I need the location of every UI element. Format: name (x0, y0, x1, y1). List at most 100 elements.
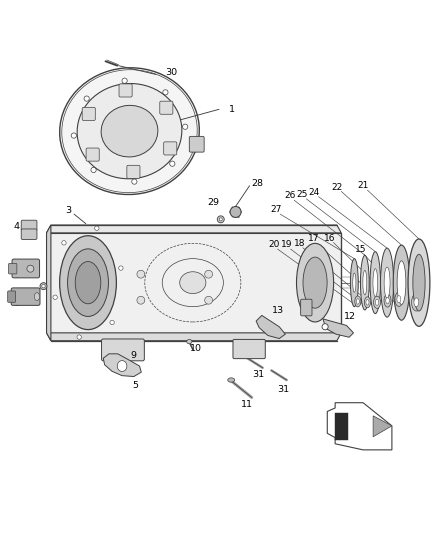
Polygon shape (46, 225, 51, 341)
Text: 28: 28 (251, 179, 263, 188)
Text: 9: 9 (131, 351, 137, 360)
Ellipse shape (42, 285, 45, 288)
FancyBboxPatch shape (8, 291, 15, 302)
Ellipse shape (412, 294, 421, 311)
Ellipse shape (180, 272, 206, 294)
Ellipse shape (117, 361, 127, 372)
Text: 25: 25 (296, 190, 307, 199)
Ellipse shape (40, 282, 47, 289)
FancyBboxPatch shape (11, 288, 40, 305)
Ellipse shape (67, 249, 109, 317)
Text: 17: 17 (307, 235, 319, 244)
Ellipse shape (397, 296, 401, 303)
Ellipse shape (355, 296, 361, 307)
Ellipse shape (386, 297, 389, 304)
FancyBboxPatch shape (21, 220, 37, 231)
Ellipse shape (132, 179, 137, 184)
Text: 20: 20 (268, 240, 280, 249)
Ellipse shape (77, 335, 81, 339)
Ellipse shape (71, 133, 77, 138)
Text: 14: 14 (309, 293, 321, 302)
Text: 31: 31 (278, 385, 290, 394)
FancyBboxPatch shape (160, 101, 173, 114)
Text: 10: 10 (190, 344, 202, 353)
FancyBboxPatch shape (233, 340, 265, 359)
Ellipse shape (297, 244, 334, 322)
Ellipse shape (110, 320, 114, 325)
Ellipse shape (413, 254, 425, 311)
Ellipse shape (366, 300, 369, 305)
Text: 7: 7 (62, 286, 68, 295)
Polygon shape (46, 233, 341, 333)
FancyBboxPatch shape (21, 229, 37, 239)
Ellipse shape (217, 216, 224, 223)
Text: 16: 16 (324, 233, 336, 243)
Ellipse shape (230, 206, 241, 217)
Ellipse shape (357, 298, 359, 304)
FancyBboxPatch shape (82, 107, 95, 120)
Ellipse shape (322, 324, 328, 330)
Text: 19: 19 (281, 240, 293, 249)
Ellipse shape (137, 296, 145, 304)
Ellipse shape (205, 296, 212, 304)
FancyBboxPatch shape (119, 84, 132, 97)
Ellipse shape (384, 267, 390, 298)
Polygon shape (327, 403, 392, 450)
Ellipse shape (95, 226, 99, 230)
Ellipse shape (187, 340, 192, 344)
Text: 27: 27 (270, 205, 282, 214)
Polygon shape (46, 225, 341, 233)
FancyBboxPatch shape (300, 299, 312, 316)
Ellipse shape (360, 255, 369, 310)
Ellipse shape (119, 266, 123, 270)
Ellipse shape (303, 257, 327, 308)
FancyBboxPatch shape (9, 263, 17, 274)
Ellipse shape (84, 96, 89, 101)
Ellipse shape (364, 297, 371, 308)
Ellipse shape (77, 84, 182, 179)
Ellipse shape (408, 239, 430, 326)
FancyBboxPatch shape (86, 148, 99, 161)
Polygon shape (256, 316, 286, 338)
FancyBboxPatch shape (335, 413, 348, 440)
Ellipse shape (374, 296, 381, 309)
Text: 5: 5 (132, 381, 138, 390)
Polygon shape (373, 416, 392, 437)
Text: 11: 11 (241, 400, 253, 408)
Ellipse shape (353, 273, 356, 292)
Text: 13: 13 (272, 305, 283, 314)
Ellipse shape (205, 270, 212, 278)
Ellipse shape (384, 294, 391, 307)
Ellipse shape (62, 240, 66, 245)
Ellipse shape (122, 78, 127, 83)
Text: 3: 3 (65, 206, 71, 215)
FancyBboxPatch shape (12, 259, 39, 278)
Text: 22: 22 (331, 182, 343, 191)
Ellipse shape (397, 261, 406, 304)
Ellipse shape (75, 262, 101, 304)
FancyBboxPatch shape (127, 165, 140, 179)
Text: 24: 24 (308, 188, 320, 197)
Ellipse shape (60, 68, 199, 195)
Ellipse shape (91, 167, 96, 173)
Ellipse shape (414, 298, 419, 306)
Polygon shape (323, 319, 353, 337)
Text: 26: 26 (284, 191, 295, 200)
Text: 4: 4 (13, 222, 19, 231)
Polygon shape (103, 354, 141, 376)
Ellipse shape (393, 245, 410, 320)
Ellipse shape (381, 248, 394, 317)
Ellipse shape (363, 270, 367, 295)
Ellipse shape (137, 270, 145, 278)
Polygon shape (46, 333, 341, 341)
FancyBboxPatch shape (102, 339, 145, 361)
Text: 21: 21 (357, 181, 369, 190)
FancyBboxPatch shape (164, 142, 177, 155)
Ellipse shape (395, 292, 403, 306)
Text: 8: 8 (13, 271, 19, 280)
Text: 15: 15 (355, 245, 366, 254)
Ellipse shape (350, 259, 358, 306)
FancyBboxPatch shape (189, 136, 204, 152)
Ellipse shape (370, 252, 381, 313)
Ellipse shape (60, 236, 117, 329)
